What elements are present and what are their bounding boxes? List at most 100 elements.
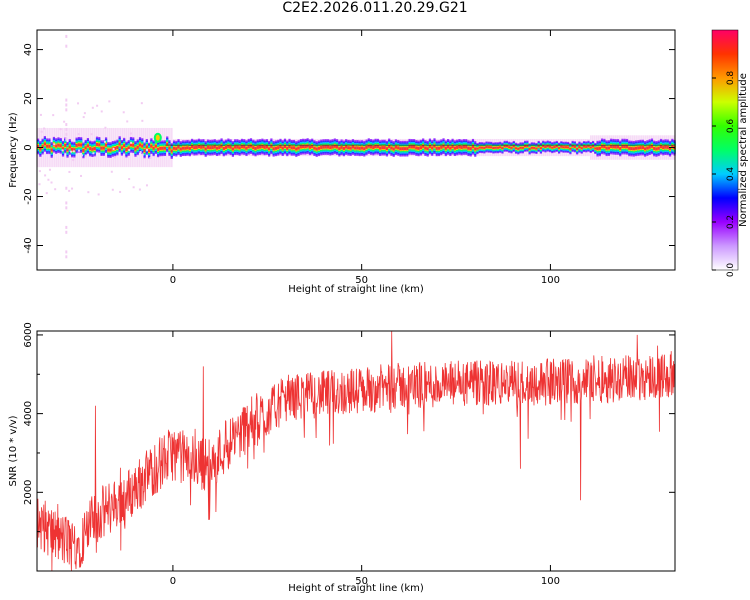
spectrogram-band-cell <box>426 147 429 151</box>
spectrogram-band-cell <box>474 147 477 151</box>
spectrogram-band-cell <box>46 144 49 148</box>
spectrogram-x-label: Height of straight line (km) <box>288 284 424 295</box>
spectrogram-band-cell <box>297 146 300 150</box>
spectrogram-band-cell <box>573 145 577 148</box>
spectrogram-y-tick-label: 40 <box>23 43 34 56</box>
spectrogram-band-cell <box>254 146 257 150</box>
colorbar-tick-label: 0.0 <box>726 263 736 278</box>
spectrogram-band-cell <box>166 142 169 146</box>
spectrogram-speck <box>77 133 80 136</box>
spectrogram-band-cell <box>625 145 629 149</box>
spectrogram-speck <box>43 127 46 130</box>
spectrogram-band-cell <box>576 147 579 150</box>
spectrogram-band-cell <box>641 146 644 150</box>
spectrogram-band-cell <box>127 146 130 150</box>
spectrogram-band-cell <box>462 145 466 149</box>
spectrogram-band-cell <box>546 145 549 148</box>
spectrogram-band-cell <box>598 146 601 150</box>
spectrogram-band-cell <box>533 146 536 149</box>
spectrogram-band-cell <box>281 146 284 150</box>
spectrogram-speck <box>54 188 57 191</box>
spectrogram-band-cell <box>587 145 590 148</box>
spectrogram-band-cell <box>213 145 216 149</box>
spectrogram-band-cell <box>415 146 418 150</box>
spectrogram-speck <box>52 114 55 117</box>
spectrogram-band-cell <box>483 146 486 149</box>
spectrogram-band-cell <box>465 145 468 149</box>
spectrogram-band-cell <box>589 146 592 149</box>
spectrogram-band-cell <box>304 145 307 149</box>
spectrogram-speck <box>68 170 71 173</box>
spectrogram-band-cell <box>118 142 121 146</box>
spectrogram-speck <box>96 104 99 107</box>
spectrogram-band-cell <box>322 145 325 149</box>
spectrogram-band-cell <box>431 146 434 150</box>
chart-title: C2E2.2026.011.20.29.G21 <box>282 0 468 16</box>
spectrogram-speck <box>82 116 85 119</box>
spectrogram-band-cell <box>374 145 377 149</box>
spectrogram-band-cell <box>261 145 264 148</box>
spectrogram-band-cell <box>406 147 409 151</box>
spectrogram-streak-cell <box>65 44 68 48</box>
spectrogram-band-cell <box>410 145 413 149</box>
spectrogram-speck <box>128 149 131 152</box>
spectrogram-speck <box>70 150 73 153</box>
spectrogram-speck <box>53 143 56 146</box>
spectrogram-band-cell <box>580 147 583 150</box>
spectrogram-x-tick-label: 50 <box>355 275 368 286</box>
spectrogram-band-cell <box>91 147 94 151</box>
spectrogram-band-cell <box>662 146 665 150</box>
snr-y-tick-label: 2000 <box>23 480 34 505</box>
spectrogram-speck <box>87 191 90 194</box>
spectrogram-speck <box>63 120 66 123</box>
spectrogram-band-cell <box>664 145 667 149</box>
spectrogram-band-cell <box>521 146 524 149</box>
spectrogram-panel: 0 50 100 -40 -20 0 20 40 Height of straight lin… <box>8 29 676 295</box>
spectrogram-band-cell <box>544 145 547 148</box>
spectrogram-band-cell <box>134 147 137 151</box>
spectrogram-band-cell <box>50 148 53 152</box>
spectrogram-band-cell <box>567 146 570 149</box>
spectrogram-speck <box>77 102 80 105</box>
spectrogram-band-cell <box>578 146 581 149</box>
spectrogram-speck <box>61 149 64 152</box>
spectrogram-band-cell <box>168 146 171 150</box>
spectrogram-band-cell <box>211 146 214 149</box>
spectrogram-band-cell <box>68 145 71 149</box>
spectrogram-speck <box>128 178 131 181</box>
spectrogram-speck <box>130 141 133 144</box>
spectrogram-band-cell <box>379 146 382 150</box>
spectrogram-frame <box>36 29 676 271</box>
spectrogram-band-cell <box>394 145 398 149</box>
spectrogram-streak-cell <box>65 137 68 141</box>
spectrogram-band-cell <box>653 147 656 150</box>
snr-y-label: SNR (10 * v/v) <box>8 415 19 486</box>
spectrogram-band-cell <box>326 145 330 149</box>
spectrogram-band-cell <box>614 145 617 149</box>
spectrogram-band-cell <box>383 146 386 150</box>
spectrogram-speck <box>140 102 143 105</box>
spectrogram-band-cell <box>245 146 248 150</box>
spectrogram-band-cell <box>596 147 599 151</box>
spectrogram-band-cell <box>145 145 148 149</box>
spectrogram-streak-cell <box>65 201 68 205</box>
spectrogram-speck <box>104 126 107 129</box>
spectrogram-band-cell <box>499 146 502 149</box>
spectrogram-y-tick-label: -20 <box>23 188 34 204</box>
spectrogram-band-cell <box>528 147 531 150</box>
spectrogram-band-cell <box>354 146 357 150</box>
spectrogram-band-cell <box>476 147 479 150</box>
spectrogram-band-cell <box>286 146 289 150</box>
spectrogram-band-cell <box>268 147 271 151</box>
spectrogram-band-cell <box>329 146 332 150</box>
spectrogram-band-cell <box>381 146 384 150</box>
spectrogram-band-cell <box>388 144 391 148</box>
spectrogram-band-cell <box>258 145 262 149</box>
spectrogram-band-cell <box>650 144 654 148</box>
snr-y-tick-label: 6000 <box>23 322 34 347</box>
spectrogram-band-cell <box>458 145 461 149</box>
spectrogram-band-cell <box>372 146 375 149</box>
colorbar-tick-label: 0.8 <box>726 71 736 86</box>
spectrogram-band-cell <box>100 146 103 150</box>
spectrogram-band-cell <box>82 148 85 152</box>
